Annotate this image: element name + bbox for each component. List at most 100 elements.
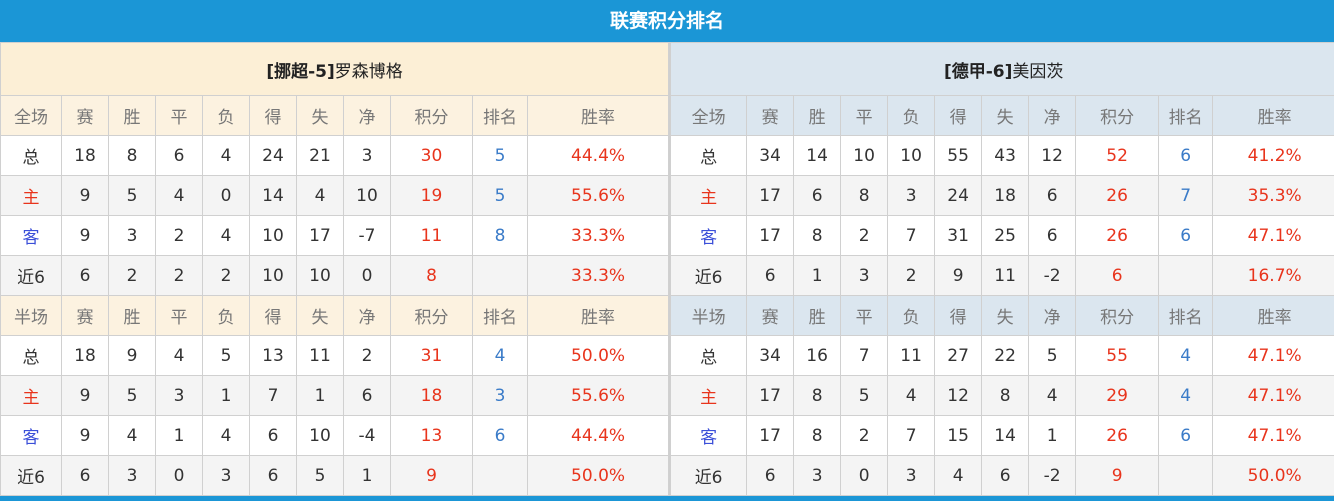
cell-rank: 4 xyxy=(472,335,528,376)
cell-draw: 5 xyxy=(840,375,889,416)
column-header-gd: 净 xyxy=(1028,95,1077,136)
cell-gd: -7 xyxy=(343,215,391,256)
cell-rate: 33.3% xyxy=(526,255,670,296)
half-row: 近6 6 3 0 3 4 6 -2 9 50.0% xyxy=(670,455,1334,496)
cell-label: 客 xyxy=(670,415,748,456)
cell-loss: 7 xyxy=(887,215,936,256)
column-header-loss: 负 xyxy=(887,95,936,136)
cell-label: 总 xyxy=(0,335,62,376)
cell-win: 5 xyxy=(108,175,156,216)
cell-draw: 2 xyxy=(155,215,203,256)
cell-loss: 2 xyxy=(887,255,936,296)
cell-label: 近6 xyxy=(0,455,62,496)
cell-played: 6 xyxy=(61,255,109,296)
full-row: 总 18 8 6 4 24 21 3 30 5 44.4% xyxy=(0,135,670,176)
cell-loss: 11 xyxy=(887,335,936,376)
cell-draw: 2 xyxy=(155,255,203,296)
cell-draw: 10 xyxy=(840,135,889,176)
cell-gd: -2 xyxy=(1028,455,1077,496)
cell-ga: 10 xyxy=(296,415,344,456)
cell-gf: 7 xyxy=(249,375,297,416)
column-header-gf: 得 xyxy=(249,295,297,336)
column-header-gf: 得 xyxy=(934,95,983,136)
cell-loss: 1 xyxy=(202,375,250,416)
standings: [挪超-5]罗森博格 全场赛胜平负得失净积分 排名 胜率总 18 8 6 4 24 21 3 30 5 4… xyxy=(0,42,1334,501)
cell-played: 34 xyxy=(746,135,795,176)
cell-points: 31 xyxy=(390,335,473,376)
cell-rate: 47.1% xyxy=(1212,215,1334,256)
column-header-loss: 负 xyxy=(202,95,250,136)
cell-rate: 50.0% xyxy=(526,455,670,496)
cell-win: 3 xyxy=(793,455,842,496)
cell-label: 主 xyxy=(670,375,748,416)
cell-gd: 6 xyxy=(1028,215,1077,256)
cell-ga: 43 xyxy=(981,135,1030,176)
cell-loss: 2 xyxy=(202,255,250,296)
column-header-played: 赛 xyxy=(746,95,795,136)
cell-points: 55 xyxy=(1075,335,1160,376)
team-league-rank: [德甲-6] xyxy=(943,61,1013,82)
cell-label: 客 xyxy=(0,415,62,456)
cell-gd: 0 xyxy=(343,255,391,296)
cell-win: 8 xyxy=(793,375,842,416)
cell-win: 5 xyxy=(108,375,156,416)
cell-loss: 7 xyxy=(887,415,936,456)
team-name: 罗森博格 xyxy=(334,61,403,82)
cell-rank: 4 xyxy=(1158,375,1214,416)
cell-label: 主 xyxy=(0,375,62,416)
cell-gf: 14 xyxy=(249,175,297,216)
cell-rank: 6 xyxy=(1158,135,1214,176)
column-header-rate: 胜率 xyxy=(526,295,670,336)
cell-label: 总 xyxy=(670,135,748,176)
cell-loss: 0 xyxy=(202,175,250,216)
half-column-header: 半场赛胜平负得失净积分 排名 胜率 xyxy=(0,295,670,336)
cell-draw: 4 xyxy=(155,175,203,216)
cell-loss: 3 xyxy=(887,455,936,496)
cell-gd: 10 xyxy=(343,175,391,216)
column-header-draw: 平 xyxy=(840,295,889,336)
cell-label: 主 xyxy=(0,175,62,216)
cell-played: 18 xyxy=(61,135,109,176)
cell-rate: 47.1% xyxy=(1212,415,1334,456)
cell-rate: 44.4% xyxy=(526,135,670,176)
cell-win: 6 xyxy=(793,175,842,216)
column-header-points: 积分 xyxy=(390,295,473,336)
cell-gf: 13 xyxy=(249,335,297,376)
cell-ga: 8 xyxy=(981,375,1030,416)
cell-gd: 1 xyxy=(343,455,391,496)
cell-label: 近6 xyxy=(0,255,62,296)
cell-ga: 4 xyxy=(296,175,344,216)
cell-rank xyxy=(472,255,528,296)
cell-gd: 12 xyxy=(1028,135,1077,176)
cell-points: 6 xyxy=(1075,255,1160,296)
cell-played: 17 xyxy=(746,415,795,456)
column-header-label: 半场 xyxy=(670,295,748,336)
cell-rate: 55.6% xyxy=(526,375,670,416)
cell-played: 9 xyxy=(61,415,109,456)
cell-gf: 27 xyxy=(934,335,983,376)
cell-gf: 31 xyxy=(934,215,983,256)
cell-draw: 0 xyxy=(155,455,203,496)
half-column-header: 半场赛胜平负得失净积分 排名 胜率 xyxy=(670,295,1334,336)
cell-draw: 3 xyxy=(840,255,889,296)
team-league-rank: [挪超-5] xyxy=(266,61,335,82)
cell-win: 3 xyxy=(108,215,156,256)
half-row: 客 17 8 2 7 15 14 1 26 6 47.1% xyxy=(670,415,1334,456)
cell-ga: 22 xyxy=(981,335,1030,376)
cell-rank xyxy=(1158,255,1214,296)
column-header-ga: 失 xyxy=(981,295,1030,336)
cell-rate: 41.2% xyxy=(1212,135,1334,176)
cell-rate: 47.1% xyxy=(1212,375,1334,416)
cell-points: 26 xyxy=(1075,175,1160,216)
cell-gd: -4 xyxy=(343,415,391,456)
full-row: 主 17 6 8 3 24 18 6 26 7 35.3% xyxy=(670,175,1334,216)
column-header-win: 胜 xyxy=(793,95,842,136)
cell-ga: 11 xyxy=(981,255,1030,296)
cell-gf: 12 xyxy=(934,375,983,416)
column-header-draw: 平 xyxy=(840,95,889,136)
cell-loss: 3 xyxy=(202,455,250,496)
cell-points: 8 xyxy=(390,255,473,296)
cell-label: 近6 xyxy=(670,255,748,296)
column-header-played: 赛 xyxy=(61,295,109,336)
page-title: 联赛积分排名 xyxy=(0,0,1334,42)
